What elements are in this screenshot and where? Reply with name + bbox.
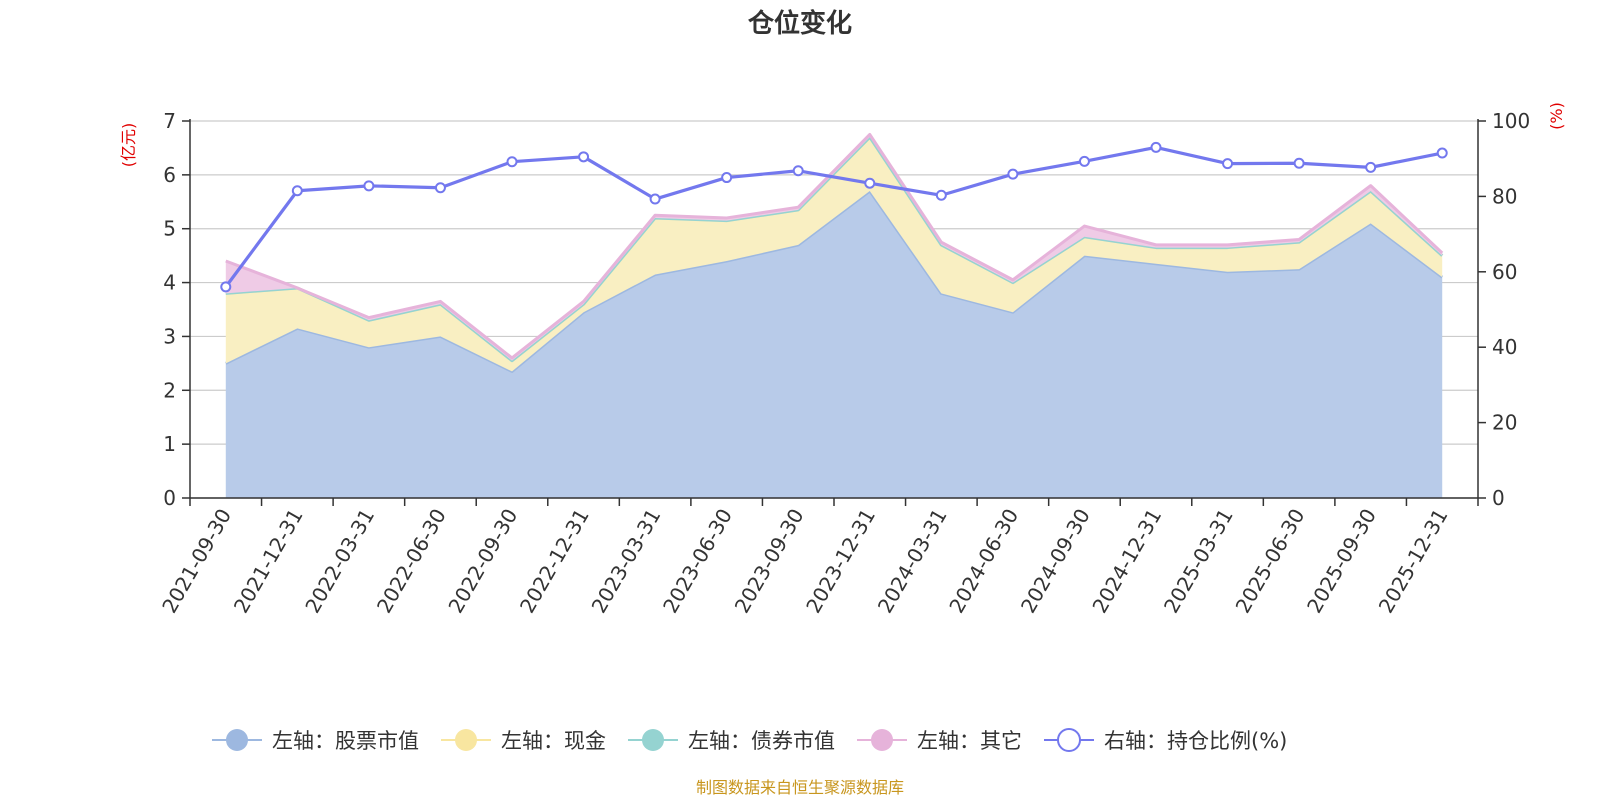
holding-ratio-point: [649, 193, 661, 205]
right-axis-unit: (%): [1547, 102, 1566, 130]
x-axis-tick-label: 2022-03-31: [300, 505, 379, 618]
x-axis-tick-label: 2025-12-31: [1374, 505, 1453, 618]
holding-ratio-point: [864, 177, 876, 189]
legend-label: 左轴：股票市值: [272, 729, 419, 753]
right-axis-tick-label: 0: [1492, 486, 1505, 510]
x-axis-tick-label: 2024-12-31: [1087, 505, 1166, 618]
holding-ratio-point: [1078, 155, 1090, 167]
left-axis-tick-label: 2: [163, 378, 176, 402]
x-axis-tick-label: 2025-06-30: [1231, 505, 1310, 618]
left-axis-tick-label: 4: [163, 271, 176, 295]
legend-label: 左轴：债券市值: [688, 729, 835, 753]
left-axis-tick-label: 0: [163, 486, 176, 510]
holding-ratio-point: [291, 185, 303, 197]
holding-ratio-point: [1222, 158, 1234, 170]
holding-ratio-point: [434, 182, 446, 194]
holding-ratio-polyline: [224, 145, 1443, 288]
legend-marker: [871, 729, 893, 751]
right-axis-tick-label: 20: [1492, 411, 1517, 435]
x-axis-tick-label: 2023-12-31: [801, 505, 880, 618]
x-axis-tick-label: 2024-09-30: [1016, 505, 1095, 618]
holding-ratio-point: [935, 189, 947, 201]
right-axis-tick-label: 40: [1492, 335, 1517, 359]
holding-ratio-line: [220, 141, 1448, 293]
legend-label: 右轴：持仓比例(%): [1104, 729, 1287, 753]
x-axis-tick-label: 2023-03-31: [587, 505, 666, 618]
area-0: [225, 191, 1443, 498]
legend-label: 左轴：其它: [917, 729, 1022, 753]
legend-marker: [226, 729, 248, 751]
legend-item: 左轴：债券市值: [628, 729, 835, 753]
legend-marker: [1057, 728, 1081, 752]
chart-title: 仓位变化: [747, 8, 852, 39]
holding-ratio-point: [1436, 147, 1448, 159]
left-axis-unit: (亿元): [119, 123, 138, 168]
area-edge-3: [225, 132, 1444, 360]
x-axis-tick-label: 2024-06-30: [944, 505, 1023, 618]
legend-marker: [642, 729, 664, 751]
holding-ratio-point: [792, 165, 804, 177]
legend-item: 左轴：股票市值: [212, 729, 419, 753]
area-1: [225, 137, 1443, 372]
right-axis-tick-label: 80: [1492, 184, 1517, 208]
stacked-areas: [225, 132, 1444, 498]
holding-ratio-point: [721, 172, 733, 184]
x-axis-tick-label: 2022-09-30: [443, 505, 522, 618]
x-axis-tick-label: 2023-06-30: [658, 505, 737, 618]
x-axis-tick-label: 2025-09-30: [1302, 505, 1381, 618]
holding-ratio-point: [1293, 157, 1305, 169]
holding-ratio-point: [363, 180, 375, 192]
right-axis-tick-label: 60: [1492, 260, 1517, 284]
x-axis-tick-label: 2022-12-31: [515, 505, 594, 618]
holding-ratio-point: [1007, 168, 1019, 180]
holding-ratio-point: [220, 281, 232, 293]
x-axis-tick-label: 2024-03-31: [873, 504, 952, 617]
left-axis-tick-label: 6: [163, 163, 176, 187]
holding-ratio-point: [1150, 141, 1162, 153]
area-3: [225, 134, 1443, 361]
x-axis-tick-label: 2021-09-30: [157, 505, 236, 618]
holding-ratio-point: [578, 151, 590, 163]
legend-label: 左轴：现金: [501, 729, 606, 753]
x-axis-tick-label: 2023-09-30: [730, 505, 809, 618]
left-axis-tick-label: 3: [163, 324, 176, 348]
legend-item: 右轴：持仓比例(%): [1044, 728, 1287, 753]
left-axis-tick-label: 1: [163, 432, 176, 456]
left-axis-tick-label: 5: [163, 217, 176, 241]
data-source-note: 制图数据来自恒生聚源数据库: [696, 778, 904, 797]
x-axis-tick-label: 2022-06-30: [372, 505, 451, 618]
legend: 左轴：股票市值 左轴：现金 左轴：债券市值 左轴：其它 右轴：持仓比例(%): [212, 728, 1287, 753]
holding-ratio-point: [1365, 161, 1377, 173]
legend-item: 左轴：其它: [857, 729, 1022, 753]
left-axis-tick-label: 7: [163, 109, 176, 133]
legend-item: 左轴：现金: [441, 729, 606, 753]
legend-marker: [455, 729, 477, 751]
x-axis-tick-label: 2021-12-31: [229, 505, 308, 618]
holding-ratio-point: [506, 156, 518, 168]
right-axis-tick-label: 100: [1492, 109, 1530, 133]
x-axis-tick-label: 2025-03-31: [1159, 505, 1238, 618]
